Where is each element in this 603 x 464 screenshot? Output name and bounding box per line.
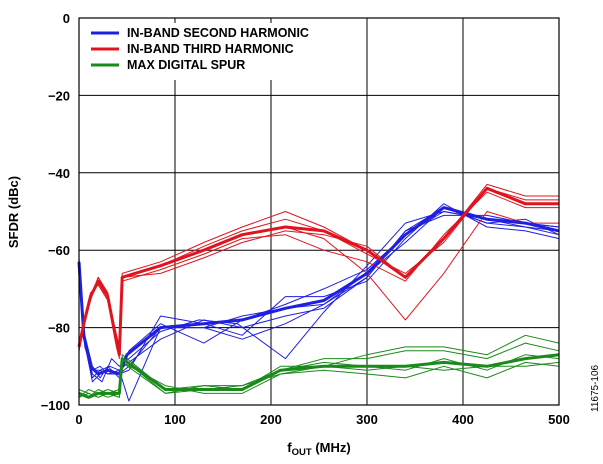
legend-box xyxy=(85,23,363,80)
y-tick-label: −100 xyxy=(41,398,70,413)
x-tick-label: 100 xyxy=(164,412,186,427)
y-tick-label: −80 xyxy=(48,321,70,336)
y-tick-label: 0 xyxy=(63,11,70,26)
y-tick-label: −40 xyxy=(48,166,70,181)
x-tick-label: 500 xyxy=(548,412,570,427)
series-mean-line xyxy=(78,353,560,399)
x-tick-label: 300 xyxy=(356,412,378,427)
y-tick-labels: 0 −20 −40 −60 −80 −100 xyxy=(41,11,70,413)
legend: IN-BAND SECOND HARMONIC IN-BAND THIRD HAR… xyxy=(85,23,363,80)
x-axis-label: fOUT (MHz) xyxy=(287,440,350,458)
x-axis-label-unit: (MHz) xyxy=(312,440,351,455)
figure-id: 11675-106 xyxy=(590,364,601,412)
x-tick-label: 400 xyxy=(452,412,474,427)
legend-label: IN-BAND THIRD HARMONIC xyxy=(127,42,294,56)
plot-frame xyxy=(78,17,560,406)
series-run-line xyxy=(78,214,560,375)
series-mean-line xyxy=(77,186,559,357)
legend-label: IN-BAND SECOND HARMONIC xyxy=(127,26,309,40)
series-run-line xyxy=(78,203,560,375)
x-tick-labels: 0 100 200 300 400 500 xyxy=(75,412,569,427)
series-means xyxy=(77,186,560,399)
y-axis-label: SFDR (dBc) xyxy=(6,176,21,248)
y-tick-label: −60 xyxy=(48,243,70,258)
legend-label: MAX DIGITAL SPUR xyxy=(127,58,245,72)
x-axis-label-main: f xyxy=(287,440,292,455)
series-mean-line xyxy=(77,206,560,376)
y-tick-label: −20 xyxy=(48,88,70,103)
x-axis-label-sub: OUT xyxy=(292,447,312,458)
x-tick-label: 0 xyxy=(75,412,82,427)
x-tick-label: 200 xyxy=(260,412,282,427)
